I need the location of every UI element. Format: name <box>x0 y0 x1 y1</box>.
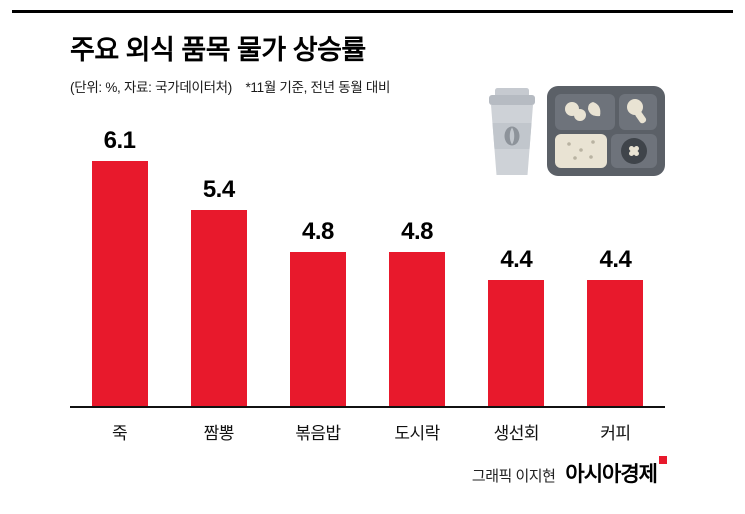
x-label-lunchbox: 도시락 <box>394 424 440 443</box>
x-label-fried-rice: 볶음밥 <box>295 424 341 443</box>
bar-value-label: 4.8 <box>401 218 434 245</box>
bar-porridge <box>91 161 148 406</box>
food-illustration <box>479 82 671 178</box>
chart-subtitle: (단위: %, 자료: 국가데이터처) *11월 기준, 전년 동월 대비 <box>70 76 390 96</box>
bar-jjamppong <box>190 210 247 406</box>
bar-group-fried-rice: 4.8 <box>268 218 367 406</box>
bar-coffee <box>587 280 644 406</box>
bar-value-label: 5.4 <box>202 176 235 203</box>
x-label-sashimi: 생선회 <box>493 424 540 443</box>
bar-lunchbox <box>389 252 446 406</box>
credit-footer: 그래픽 이지현 아시아경제 <box>471 456 667 488</box>
brand-logo: 아시아경제 <box>565 456 667 488</box>
bar-value-label: 4.4 <box>599 246 632 273</box>
x-label-coffee: 커피 <box>600 424 631 443</box>
bar-fried-rice <box>289 252 346 406</box>
graphic-credit-label: 그래픽 이지현 <box>471 468 556 485</box>
brand-red-mark-icon <box>659 456 667 464</box>
x-label-porridge: 죽 <box>112 424 128 443</box>
lunch-box-icon <box>547 86 665 176</box>
bar-group-coffee: 4.4 <box>566 246 665 406</box>
bar-value-label: 6.1 <box>103 127 136 154</box>
bar-group-lunchbox: 4.8 <box>368 218 467 406</box>
x-axis-labels: 죽 짬뽕 볶음밥 도시락 생선회 커피 <box>70 408 665 444</box>
brand-logo-text: 아시아경제 <box>565 463 658 486</box>
bar-sashimi <box>488 280 545 406</box>
bar-group-sashimi: 4.4 <box>467 246 566 406</box>
bar-value-label: 4.8 <box>301 218 334 245</box>
unit-source-label: (단위: %, 자료: 국가데이터처) <box>70 80 232 95</box>
chart-header: 주요 외식 품목 물가 상승률 (단위: %, 자료: 국가데이터처) *11월… <box>70 28 390 96</box>
x-label-jjamppong: 짬뽕 <box>203 424 235 443</box>
bar-group-porridge: 6.1 <box>70 127 169 406</box>
bar-value-label: 4.4 <box>500 246 533 273</box>
basis-note-label: *11월 기준, 전년 동월 대비 <box>245 80 391 95</box>
bar-group-jjamppong: 5.4 <box>169 176 268 406</box>
plot-area: 6.1 5.4 4.8 4.8 4.4 4.4 <box>70 118 665 408</box>
page-title: 주요 외식 품목 물가 상승률 <box>70 35 366 65</box>
bar-chart: 6.1 5.4 4.8 4.8 4.4 4.4 <box>70 118 665 444</box>
coffee-cup-icon <box>489 88 535 175</box>
coffee-and-lunchbox-graphic <box>489 86 665 176</box>
top-rule-divider <box>12 10 733 13</box>
